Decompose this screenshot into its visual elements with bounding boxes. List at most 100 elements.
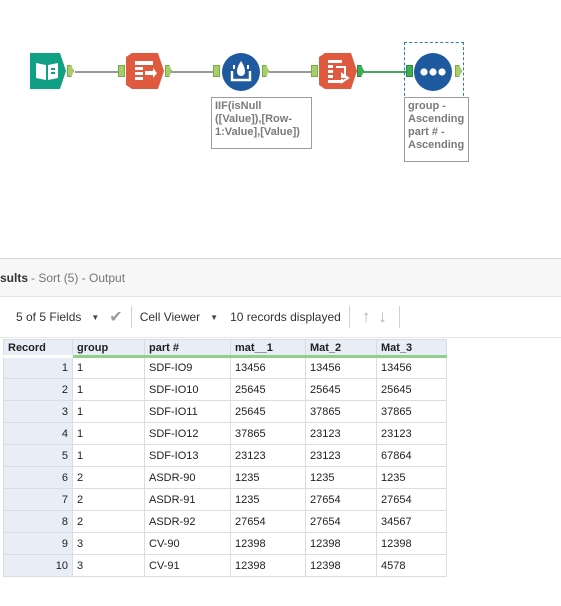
table-cell[interactable]: 1235 xyxy=(376,466,447,489)
table-cell[interactable]: ASDR-91 xyxy=(144,488,231,511)
annotation-line: Ascending xyxy=(408,113,465,125)
table-cell[interactable]: 13456 xyxy=(305,356,377,379)
multi-row-formula-tool[interactable] xyxy=(222,53,260,95)
table-row[interactable]: 5 1 SDF-IO13 23123 23123 67864 xyxy=(3,444,447,467)
table-cell[interactable]: 1235 xyxy=(305,466,377,489)
input-anchor[interactable] xyxy=(311,65,318,77)
column-header-mat2[interactable]: Mat_2 xyxy=(305,339,377,358)
arrow-up-icon[interactable]: ↑ xyxy=(361,307,371,326)
workflow-canvas[interactable]: IIF(isNull ([Value]),[Row- 1:Value],[Val… xyxy=(0,0,561,258)
table-row[interactable]: 9 3 CV-90 12398 12398 12398 xyxy=(3,532,447,555)
table-cell[interactable]: CV-91 xyxy=(144,554,231,577)
table-cell[interactable]: 2 xyxy=(72,510,145,533)
table-cell[interactable]: 13456 xyxy=(230,356,306,379)
select-tool[interactable] xyxy=(126,53,164,93)
table-cell[interactable]: 12398 xyxy=(305,532,377,555)
table-row[interactable]: 6 2 ASDR-90 1235 1235 1235 xyxy=(3,466,447,489)
input-anchor[interactable] xyxy=(213,65,220,77)
table-cell[interactable]: 12398 xyxy=(376,532,447,555)
fields-dropdown[interactable]: 5 of 5 Fields ▼ xyxy=(16,310,99,324)
table-cell[interactable]: 25645 xyxy=(376,378,447,401)
table-cell[interactable]: 2 xyxy=(72,466,145,489)
table-cell[interactable]: 12398 xyxy=(230,532,306,555)
table-cell[interactable]: SDF-IO9 xyxy=(144,356,231,379)
record-number-cell[interactable]: 8 xyxy=(3,510,73,533)
table-cell[interactable]: 3 xyxy=(72,554,145,577)
results-subtitle: - Sort (5) - Output xyxy=(31,270,126,285)
table-cell[interactable]: 25645 xyxy=(230,378,306,401)
table-cell[interactable]: SDF-IO11 xyxy=(144,400,231,423)
record-number-cell[interactable]: 9 xyxy=(3,532,73,555)
column-header-part[interactable]: part # xyxy=(144,339,231,358)
table-cell[interactable]: 2 xyxy=(72,488,145,511)
table-cell[interactable]: 37865 xyxy=(305,400,377,423)
column-header-group[interactable]: group xyxy=(72,339,145,358)
table-cell[interactable]: SDF-IO12 xyxy=(144,422,231,445)
record-number-cell[interactable]: 5 xyxy=(3,444,73,467)
sort-tool[interactable] xyxy=(414,53,452,95)
table-cell[interactable]: 27654 xyxy=(230,510,306,533)
table-row[interactable]: 7 2 ASDR-91 1235 27654 27654 xyxy=(3,488,447,511)
arrow-down-icon[interactable]: ↓ xyxy=(378,307,387,326)
record-number-cell[interactable]: 1 xyxy=(3,356,73,379)
column-header-mat3[interactable]: Mat_3 xyxy=(376,339,447,358)
table-cell[interactable]: SDF-IO10 xyxy=(144,378,231,401)
table-cell[interactable]: 1 xyxy=(72,378,145,401)
column-header-mat1[interactable]: mat__1 xyxy=(230,339,306,358)
table-cell[interactable]: 3 xyxy=(72,532,145,555)
input-data-tool[interactable] xyxy=(30,53,66,93)
select-records-tool[interactable] xyxy=(319,53,357,93)
table-cell[interactable]: 1 xyxy=(72,422,145,445)
table-row[interactable]: 8 2 ASDR-92 27654 27654 34567 xyxy=(3,510,447,533)
output-anchor[interactable] xyxy=(357,65,364,77)
table-row[interactable]: 10 3 CV-91 12398 12398 4578 xyxy=(3,554,447,577)
table-cell[interactable]: ASDR-90 xyxy=(144,466,231,489)
table-cell[interactable]: 34567 xyxy=(376,510,447,533)
connection-line xyxy=(170,71,215,73)
record-number-cell[interactable]: 3 xyxy=(3,400,73,423)
table-cell[interactable]: 1 xyxy=(72,400,145,423)
table-cell[interactable]: 4578 xyxy=(376,554,447,577)
table-row[interactable]: 1 1 SDF-IO9 13456 13456 13456 xyxy=(3,356,447,379)
table-cell[interactable]: 37865 xyxy=(376,400,447,423)
table-cell[interactable]: 25645 xyxy=(230,400,306,423)
table-cell[interactable]: 25645 xyxy=(305,378,377,401)
table-cell[interactable]: 1 xyxy=(72,356,145,379)
record-number-cell[interactable]: 6 xyxy=(3,466,73,489)
record-number-cell[interactable]: 7 xyxy=(3,488,73,511)
table-cell[interactable]: 23123 xyxy=(376,422,447,445)
output-anchor[interactable] xyxy=(455,65,462,77)
table-row[interactable]: 2 1 SDF-IO10 25645 25645 25645 xyxy=(3,378,447,401)
table-cell[interactable]: 23123 xyxy=(305,444,377,467)
table-cell[interactable]: ASDR-92 xyxy=(144,510,231,533)
checkmark-icon[interactable]: ✔ xyxy=(109,309,123,326)
table-row[interactable]: 4 1 SDF-IO12 37865 23123 23123 xyxy=(3,422,447,445)
table-row[interactable]: 3 1 SDF-IO11 25645 37865 37865 xyxy=(3,400,447,423)
table-cell[interactable]: CV-90 xyxy=(144,532,231,555)
output-anchor[interactable] xyxy=(262,65,269,77)
table-cell[interactable]: 13456 xyxy=(376,356,447,379)
table-cell[interactable]: 1 xyxy=(72,444,145,467)
table-cell[interactable]: 37865 xyxy=(230,422,306,445)
input-anchor[interactable] xyxy=(118,65,125,77)
table-cell[interactable]: 23123 xyxy=(305,422,377,445)
output-anchor[interactable] xyxy=(67,65,74,77)
table-cell[interactable]: 23123 xyxy=(230,444,306,467)
record-number-cell[interactable]: 2 xyxy=(3,378,73,401)
table-cell[interactable]: 27654 xyxy=(305,510,377,533)
record-number-cell[interactable]: 4 xyxy=(3,422,73,445)
table-cell[interactable]: 12398 xyxy=(305,554,377,577)
record-number-cell[interactable]: 10 xyxy=(3,554,73,577)
table-cell[interactable]: 27654 xyxy=(305,488,377,511)
table-cell[interactable]: 1235 xyxy=(230,466,306,489)
output-anchor[interactable] xyxy=(165,65,172,77)
cell-viewer-dropdown[interactable]: Cell Viewer ▼ xyxy=(140,310,218,324)
toolbar-divider xyxy=(348,306,350,328)
table-cell[interactable]: SDF-IO13 xyxy=(144,444,231,467)
table-cell[interactable]: 12398 xyxy=(230,554,306,577)
table-cell[interactable]: 1235 xyxy=(230,488,306,511)
table-cell[interactable]: 27654 xyxy=(376,488,447,511)
column-header-record[interactable]: Record xyxy=(3,339,73,358)
input-anchor[interactable] xyxy=(406,65,413,77)
table-cell[interactable]: 67864 xyxy=(376,444,447,467)
